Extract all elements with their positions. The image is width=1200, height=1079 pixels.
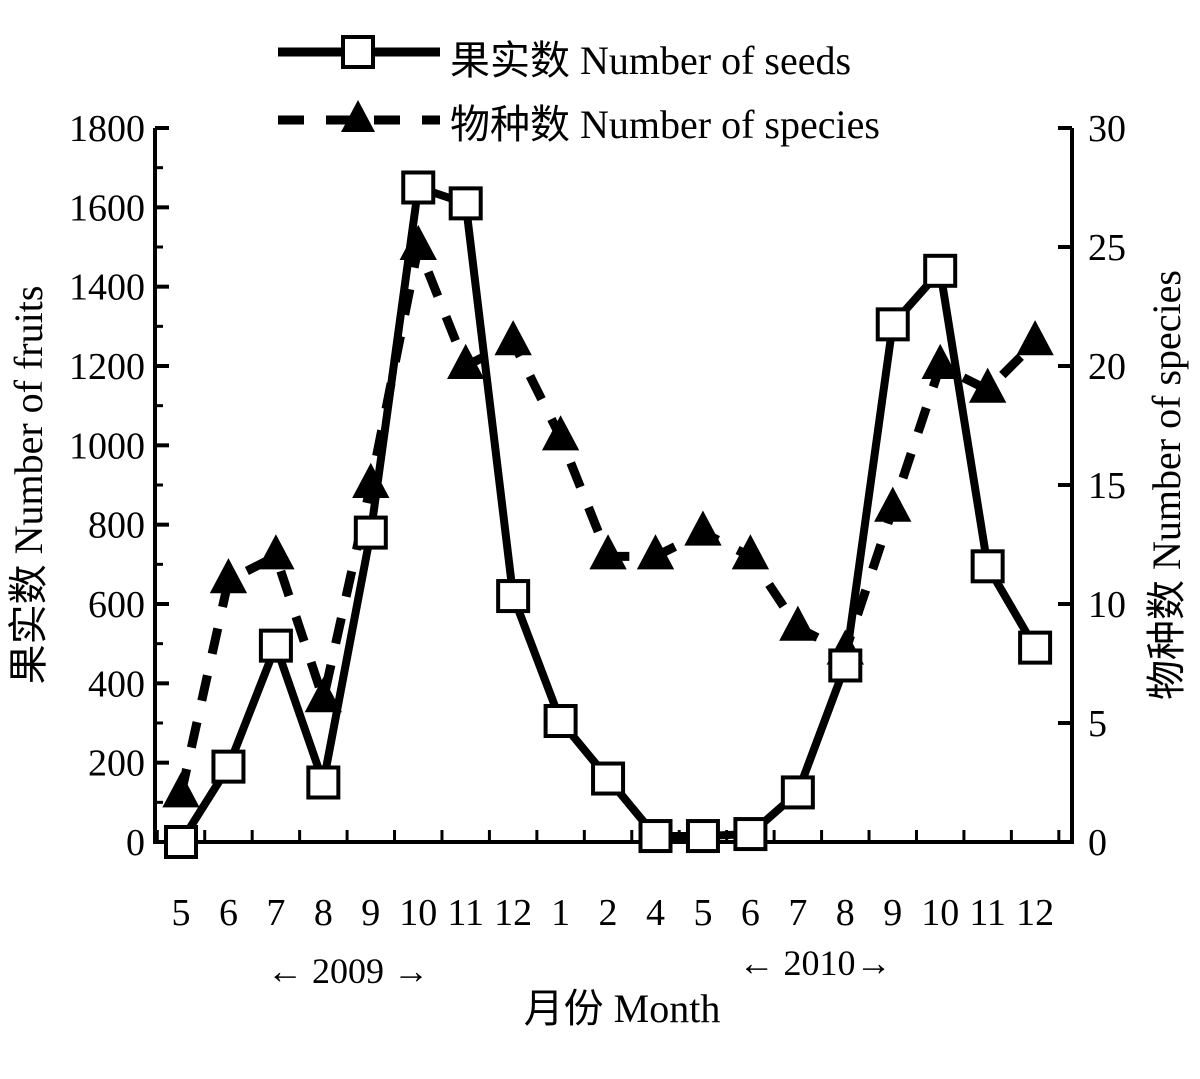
- x-tick-label: 5: [693, 892, 712, 934]
- species-triangle-point: [921, 343, 959, 379]
- species-triangle-point: [1016, 320, 1054, 356]
- seeds-square-point: [448, 186, 483, 221]
- series-layer: [162, 170, 1054, 859]
- seeds-square-point: [638, 819, 673, 854]
- left-tick-label: 600: [88, 584, 145, 626]
- species-triangle-point: [636, 534, 675, 570]
- x-tick-label: 8: [314, 892, 333, 934]
- seeds-square-point: [923, 253, 958, 288]
- species-triangle-point: [874, 486, 912, 522]
- seeds-square-point: [496, 579, 531, 614]
- right-tick-label: 15: [1088, 465, 1126, 507]
- species-triangle-point: [209, 558, 248, 594]
- seeds-square-point: [306, 765, 341, 800]
- species-triangle-point: [684, 510, 722, 546]
- seeds-square-point: [828, 648, 863, 683]
- legend-species-marker: [341, 100, 375, 132]
- species-triangle-point: [779, 605, 817, 641]
- seeds-square-point: [875, 307, 910, 342]
- x-tick-label: 7: [788, 892, 807, 934]
- seeds-square-point: [211, 749, 246, 784]
- x-tick-label: 10: [921, 892, 959, 934]
- year-label-2010: ← 2010→: [739, 943, 892, 983]
- species-triangle-point: [731, 534, 770, 570]
- x-tick-label: 7: [266, 892, 285, 934]
- left-tick-label: 1600: [69, 187, 145, 229]
- right-tick-label: 0: [1088, 822, 1107, 864]
- axes-layer: 0200400600800100012001400160018000510152…: [69, 108, 1126, 934]
- x-tick-label: 9: [361, 892, 380, 934]
- species-triangle-point: [494, 320, 532, 356]
- x-axis-title: 月份 Month: [524, 986, 721, 1031]
- left-tick-label: 1200: [69, 346, 145, 388]
- seeds-square-point: [970, 549, 1005, 584]
- left-tick-label: 1000: [69, 425, 145, 467]
- left-tick-label: 400: [88, 663, 145, 705]
- x-tick-label: 8: [836, 892, 855, 934]
- x-tick-label: 4: [646, 892, 665, 934]
- x-tick-label: 5: [172, 892, 191, 934]
- x-tick-label: 2: [599, 892, 618, 934]
- right-tick-label: 20: [1088, 346, 1126, 388]
- legend: 果实数 Number of seeds 物种数 Number of species: [278, 35, 880, 147]
- seeds-square-point: [733, 817, 768, 852]
- left-tick-label: 200: [88, 743, 145, 785]
- right-tick-label: 10: [1088, 584, 1126, 626]
- x-tick-label: 10: [399, 892, 437, 934]
- left-tick-label: 1800: [69, 108, 145, 150]
- species-triangle-point: [541, 415, 580, 451]
- seeds-square-point: [258, 628, 293, 663]
- right-tick-label: 5: [1088, 703, 1107, 745]
- seeds-square-point: [401, 170, 436, 205]
- species-triangle-point: [447, 343, 485, 379]
- left-tick-label: 0: [126, 822, 145, 864]
- species-triangle-point: [589, 534, 627, 570]
- right-tick-label: 30: [1088, 108, 1126, 150]
- left-tick-label: 1400: [69, 267, 145, 309]
- x-tick-label: 11: [969, 892, 1006, 934]
- x-tick-label: 6: [741, 892, 760, 934]
- seeds-square-point: [591, 761, 626, 796]
- seeds-square-point: [1018, 630, 1053, 665]
- x-tick-label: 9: [883, 892, 902, 934]
- right-axis-title: 物种数 Number of species: [1144, 270, 1189, 700]
- legend-species-label: 物种数 Number of species: [450, 102, 880, 147]
- left-tick-label: 800: [88, 505, 145, 547]
- legend-seeds-label: 果实数 Number of seeds: [450, 38, 851, 83]
- seeds-square-point: [543, 704, 578, 739]
- x-tick-label: 12: [494, 892, 532, 934]
- species-triangle-point: [968, 367, 1007, 403]
- species-triangle-point: [257, 534, 295, 570]
- year-label-2009: ← 2009 →: [267, 951, 429, 991]
- species-triangle-point: [304, 677, 343, 713]
- x-tick-label: 11: [447, 892, 484, 934]
- labels-layer: ← 2009 → ← 2010→ 月份 Month 果实数 Number of fru…: [6, 270, 1189, 1031]
- left-axis-title: 果实数 Number of fruits: [6, 286, 51, 685]
- seeds-square-point: [685, 819, 720, 854]
- x-tick-label: 1: [551, 892, 570, 934]
- right-tick-label: 25: [1088, 227, 1126, 269]
- seeds-square-point: [353, 515, 388, 550]
- seeds-square-point: [780, 775, 815, 810]
- species-triangle-point: [162, 772, 200, 808]
- seeds-square-point: [164, 825, 198, 859]
- x-tick-label: 12: [1016, 892, 1054, 934]
- x-tick-label: 6: [219, 892, 238, 934]
- legend-seeds-marker: [341, 35, 375, 69]
